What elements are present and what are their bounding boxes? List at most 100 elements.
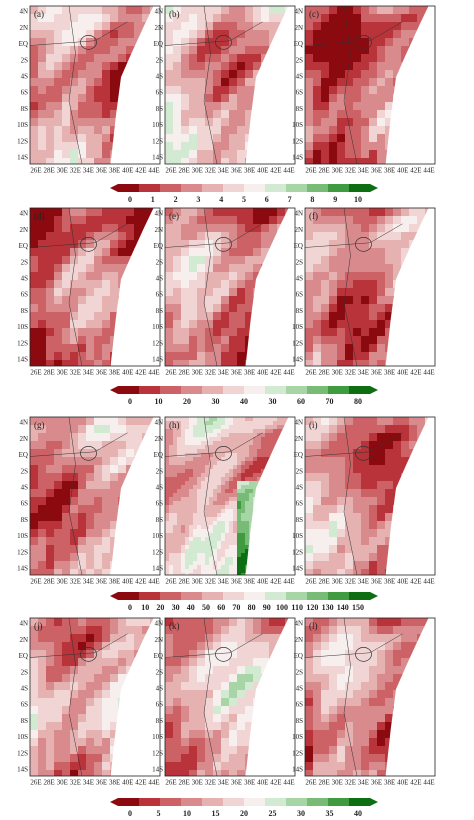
map-cell bbox=[245, 429, 249, 433]
map-cell bbox=[38, 674, 46, 682]
map-cell bbox=[173, 62, 181, 70]
map-cell bbox=[102, 336, 110, 344]
longitude-label: 42E bbox=[410, 578, 421, 586]
longitude-label: 32E bbox=[205, 167, 216, 175]
map-cell bbox=[369, 336, 377, 344]
map-cell bbox=[197, 94, 205, 102]
map-cell bbox=[229, 429, 233, 433]
map-cell bbox=[221, 517, 225, 521]
map-cell bbox=[102, 296, 110, 304]
map-cell bbox=[165, 264, 173, 272]
map-cell bbox=[62, 465, 70, 473]
longitude-label: 36E bbox=[371, 369, 382, 377]
map-cell bbox=[78, 449, 86, 457]
map-cell bbox=[393, 272, 401, 280]
map-cell bbox=[305, 126, 313, 134]
map-cell bbox=[313, 30, 321, 38]
map-cell bbox=[102, 473, 110, 481]
map-cell bbox=[86, 208, 94, 216]
map-cell bbox=[169, 485, 173, 489]
map-cell bbox=[30, 529, 38, 537]
map-cell bbox=[205, 304, 213, 312]
map-cell bbox=[126, 658, 134, 666]
map-cell bbox=[30, 722, 38, 730]
map-cell bbox=[62, 352, 70, 360]
map-cell bbox=[197, 421, 201, 425]
map-cell bbox=[173, 352, 181, 360]
map-cell bbox=[54, 561, 62, 569]
map-cell bbox=[221, 142, 229, 150]
map-cell bbox=[221, 320, 229, 328]
map-cell bbox=[205, 256, 213, 264]
map-cell bbox=[70, 118, 78, 126]
map-cell bbox=[165, 102, 173, 110]
map-cell bbox=[78, 102, 86, 110]
map-cell bbox=[62, 626, 70, 634]
map-cell bbox=[257, 469, 261, 473]
map-cell bbox=[213, 280, 221, 288]
map-cell bbox=[197, 344, 205, 352]
map-cell bbox=[329, 38, 337, 46]
map-cell bbox=[361, 489, 369, 497]
panel-frame bbox=[29, 207, 161, 367]
map-cell bbox=[30, 465, 38, 473]
map-cell bbox=[229, 272, 237, 280]
lake bbox=[215, 646, 232, 662]
map-cell bbox=[197, 513, 201, 517]
map-cell bbox=[377, 336, 385, 344]
border bbox=[29, 21, 128, 46]
map-cell bbox=[225, 569, 229, 573]
map-cell bbox=[229, 264, 237, 272]
map-cell bbox=[189, 441, 193, 445]
map-cell bbox=[229, 224, 237, 232]
map-cell bbox=[237, 553, 241, 557]
map-cell bbox=[221, 352, 229, 360]
map-cell bbox=[377, 86, 385, 94]
map-cell bbox=[110, 449, 118, 457]
map-cell bbox=[329, 30, 337, 38]
map-cell bbox=[225, 457, 229, 461]
map-cell bbox=[185, 469, 189, 473]
map-cell bbox=[217, 425, 221, 429]
map-cell bbox=[377, 240, 385, 248]
map-cell bbox=[86, 38, 94, 46]
map-cell bbox=[118, 70, 126, 78]
map-cell bbox=[86, 118, 94, 126]
map-cell bbox=[78, 770, 86, 776]
map-cell bbox=[385, 425, 393, 433]
map-cell bbox=[54, 102, 62, 110]
map-cell bbox=[102, 441, 110, 449]
map-cell bbox=[62, 650, 70, 658]
map-cell bbox=[30, 553, 38, 561]
map-cell bbox=[229, 150, 237, 158]
map-cell bbox=[181, 513, 185, 517]
map-cell bbox=[46, 142, 54, 150]
map-cell bbox=[209, 569, 213, 573]
map-cell bbox=[189, 561, 193, 565]
map-cell bbox=[345, 553, 353, 561]
map-cell bbox=[253, 232, 261, 240]
map-cell bbox=[221, 529, 225, 533]
map-cell bbox=[237, 272, 245, 280]
map-cell bbox=[385, 529, 393, 537]
map-cell bbox=[217, 473, 221, 477]
map-cell bbox=[165, 433, 169, 437]
map-cell bbox=[193, 505, 197, 509]
map-cell bbox=[385, 304, 393, 312]
border bbox=[203, 416, 218, 576]
map-cell bbox=[118, 650, 126, 658]
map-cell bbox=[110, 521, 118, 529]
map-cell bbox=[249, 521, 253, 525]
map-cell bbox=[38, 134, 46, 142]
map-cell bbox=[173, 569, 177, 573]
map-cell bbox=[361, 30, 369, 38]
map-cell bbox=[229, 437, 233, 441]
map-cell bbox=[102, 682, 110, 690]
map-cell bbox=[261, 38, 269, 46]
map-cell bbox=[134, 224, 142, 232]
map-cell bbox=[385, 30, 393, 38]
map-cell bbox=[221, 22, 229, 30]
map-cell bbox=[177, 445, 181, 449]
map-cell bbox=[110, 86, 118, 94]
